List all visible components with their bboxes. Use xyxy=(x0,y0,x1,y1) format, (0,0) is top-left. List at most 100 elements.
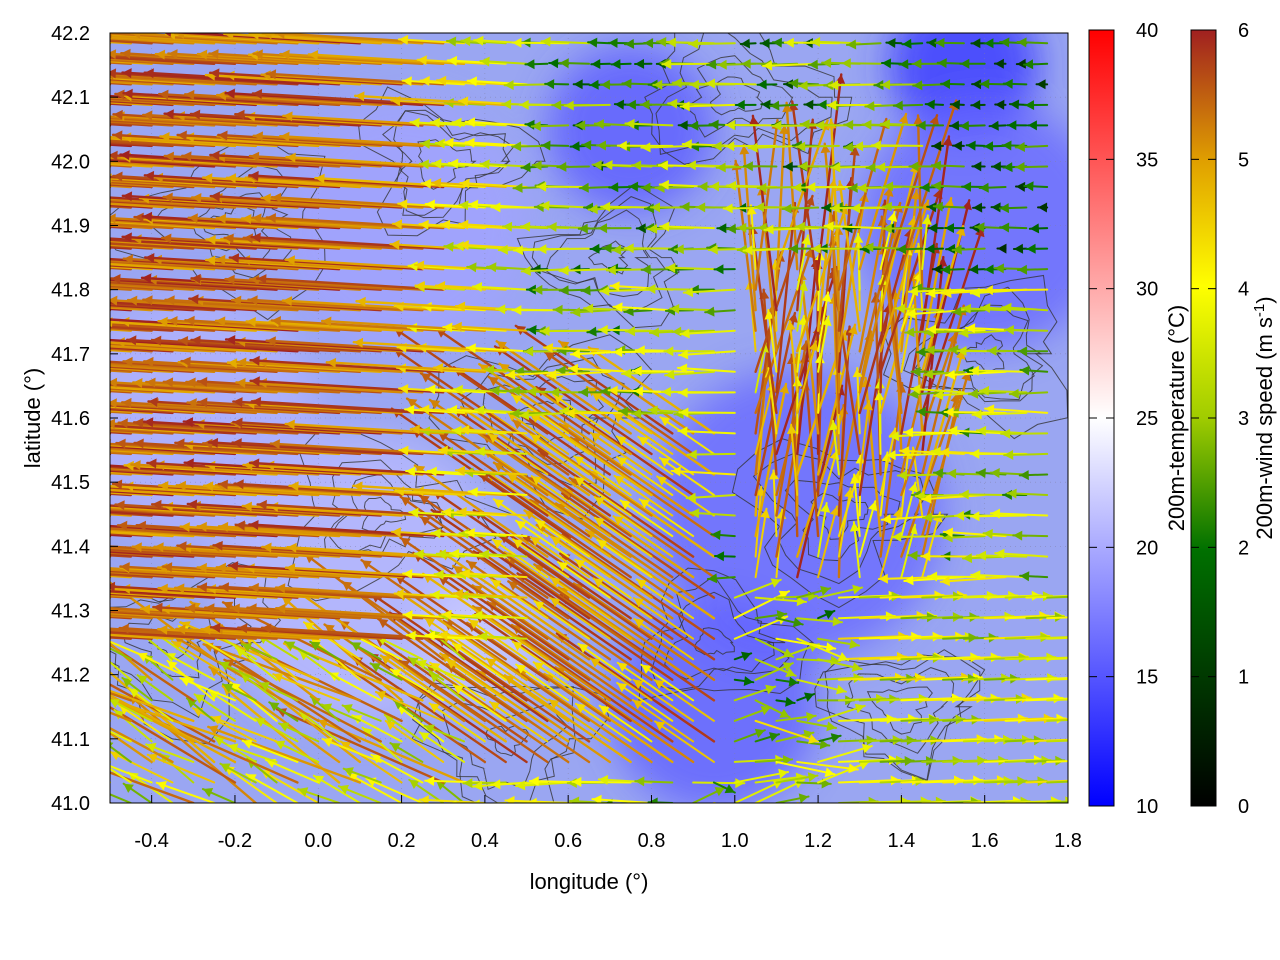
wind-vector-head xyxy=(1069,653,1078,663)
wind-vector-shaft xyxy=(212,544,403,558)
wind-vector-shaft xyxy=(110,635,153,640)
wind-vector xyxy=(796,739,831,750)
wind-vector-head xyxy=(172,641,183,651)
wind-vector xyxy=(817,703,866,722)
wind-vector-shaft xyxy=(161,565,341,579)
wind-vector xyxy=(958,489,1007,500)
wind-vector-head xyxy=(219,661,230,671)
wind-vector-shaft xyxy=(110,401,278,415)
wind-vector-shaft xyxy=(817,449,838,517)
wind-vector xyxy=(275,603,445,620)
wind-vector xyxy=(177,336,362,353)
wind-vector-shaft xyxy=(110,342,237,353)
wind-vector-head xyxy=(46,623,55,633)
wind-vector-shaft xyxy=(445,662,591,764)
wind-vector xyxy=(1017,346,1049,357)
wind-vector xyxy=(910,366,945,377)
wind-vector-head xyxy=(829,420,839,431)
wind-vector-shaft xyxy=(110,567,257,579)
wind-vector-head xyxy=(249,582,259,593)
wind-vector-shaft xyxy=(772,469,778,538)
wind-vector xyxy=(405,397,549,497)
wind-vector-shaft xyxy=(452,592,528,599)
wind-vector-shaft xyxy=(530,475,590,517)
wind-vector xyxy=(817,291,832,353)
wind-vector xyxy=(663,346,715,357)
wind-vector-head xyxy=(408,657,419,667)
wind-vector xyxy=(110,689,195,723)
wind-vector xyxy=(659,416,715,455)
wind-vector-head xyxy=(285,563,296,574)
wind-vector-head xyxy=(414,465,426,475)
wind-vector-head xyxy=(230,682,241,693)
wind-vector-head xyxy=(37,501,46,511)
wind-vector xyxy=(110,573,153,579)
wind-vector-head xyxy=(62,193,71,203)
wind-vector-shaft xyxy=(232,420,424,435)
wind-vector-shaft xyxy=(235,340,403,353)
wind-vector xyxy=(110,323,216,332)
wind-vector xyxy=(274,740,320,763)
wind-vector-shaft xyxy=(584,529,716,620)
wind-vector-shaft xyxy=(478,471,632,579)
wind-vector xyxy=(593,496,653,538)
wind-vector xyxy=(155,781,216,803)
wind-vector-head xyxy=(242,501,252,512)
wind-vector-head xyxy=(3,500,12,510)
wind-vector-head xyxy=(995,548,1005,559)
wind-vector-head xyxy=(380,655,392,665)
wind-vector xyxy=(775,617,804,628)
wind-vector-head xyxy=(324,624,335,634)
wind-vector-head xyxy=(540,326,550,337)
wind-vector-head xyxy=(553,394,564,404)
wind-vector-shaft xyxy=(170,640,236,681)
wind-vector-shaft xyxy=(110,570,195,579)
wind-vector-head xyxy=(970,448,980,459)
wind-vector xyxy=(452,684,507,722)
wind-vector-head xyxy=(198,376,208,387)
wind-vector-shaft xyxy=(110,144,112,148)
wind-vector-shaft xyxy=(790,423,799,496)
wind-vector xyxy=(110,447,195,456)
wind-vector-head xyxy=(110,377,118,388)
wind-vector-head xyxy=(187,499,198,510)
wind-vector-shaft xyxy=(858,399,871,476)
wind-vector-head xyxy=(638,436,649,446)
wind-vector xyxy=(478,549,528,560)
wind-vector-shaft xyxy=(157,586,320,599)
wind-vector xyxy=(110,491,153,497)
wind-vector xyxy=(451,642,507,681)
wind-vector-head xyxy=(129,688,140,698)
wind-vector-shaft xyxy=(110,592,174,599)
wind-vector-head xyxy=(197,582,208,593)
wind-vector-head xyxy=(99,789,109,798)
wind-vector xyxy=(132,378,299,394)
wind-vector xyxy=(339,740,403,784)
wind-vector-shaft xyxy=(559,552,716,661)
wind-vector-head xyxy=(618,406,629,417)
wind-vector-shaft xyxy=(110,694,237,764)
wind-vector-head xyxy=(351,642,362,652)
wind-vector xyxy=(110,425,216,435)
wind-vector-head xyxy=(987,345,997,356)
wind-vector-head xyxy=(1073,591,1082,601)
wind-vector xyxy=(557,561,611,599)
wind-vector-shaft xyxy=(921,225,984,415)
wind-vector xyxy=(278,722,320,743)
wind-vector-head xyxy=(119,623,129,634)
wind-vector-shaft xyxy=(451,325,528,332)
wind-vector xyxy=(133,438,320,456)
wind-vector-shaft xyxy=(183,461,382,476)
wind-vector xyxy=(110,325,174,332)
wind-vector-shaft xyxy=(511,640,570,681)
wind-vector-head xyxy=(968,388,979,399)
wind-vector xyxy=(754,699,791,719)
wind-vector-head xyxy=(824,610,835,620)
wind-vector-head xyxy=(5,173,14,183)
wind-vector xyxy=(218,661,257,681)
wind-vector-shaft xyxy=(616,456,674,496)
wind-vector-head xyxy=(836,684,846,695)
wind-vector-shaft xyxy=(506,472,570,517)
wind-vector-head xyxy=(58,254,67,264)
wind-vector xyxy=(817,637,861,649)
